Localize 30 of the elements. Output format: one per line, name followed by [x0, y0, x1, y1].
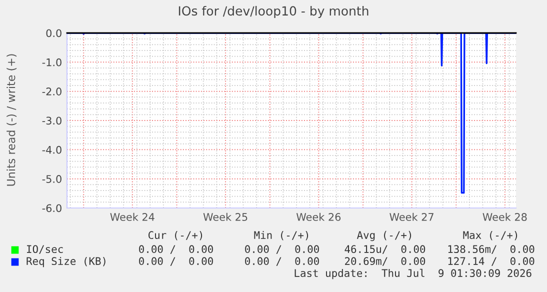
text: Cur (-/+) [148, 231, 202, 240]
chart-title: IOs for /dev/loop10 - by month [178, 6, 368, 18]
text: Max (-/+) [463, 231, 518, 240]
x-tick-label: Week 26 [296, 212, 341, 221]
line-series [67, 33, 516, 194]
text: Avg (-/+) [356, 230, 412, 242]
text: 0.00 / 0.00 [245, 257, 319, 266]
text: 0.00 / 0.00 [139, 245, 213, 254]
y-tick-label: -6.0 [42, 204, 62, 212]
text: 127.14 / 0.00 [448, 257, 534, 266]
y-tick-label: -3.0 [42, 116, 62, 125]
y-tick-label: -4.0 [42, 146, 62, 154]
text: 0.00 / 0.00 [139, 257, 213, 266]
text: 0.00 / 0.00 [245, 245, 319, 254]
text: 138.56m/ 0.00 [448, 245, 534, 254]
y-tick-label: 0.0 [46, 29, 62, 38]
x-tick-label: Week 28 [482, 212, 527, 221]
y-tick-label: -5.0 [42, 175, 62, 183]
text: Last update: Thu Jul 9 01:30:09 2026 [294, 268, 532, 280]
text: 20.69m/ 0.00 [345, 257, 426, 266]
x-tick-label: Week 27 [390, 212, 434, 221]
x-tick-label: Week 25 [203, 212, 248, 221]
y-axis-title: Units read (-) / write (+) [6, 54, 17, 186]
y-tick-label: -1.0 [42, 58, 62, 66]
legend-label: Req Size (KB) [26, 256, 106, 268]
x-tick-label: Week 24 [110, 212, 154, 221]
legend-label: IO/sec [27, 245, 63, 254]
text: 46.15u/ 0.00 [344, 245, 426, 254]
text: Min (-/+) [254, 230, 308, 240]
y-tick-label: -2.0 [42, 88, 62, 96]
